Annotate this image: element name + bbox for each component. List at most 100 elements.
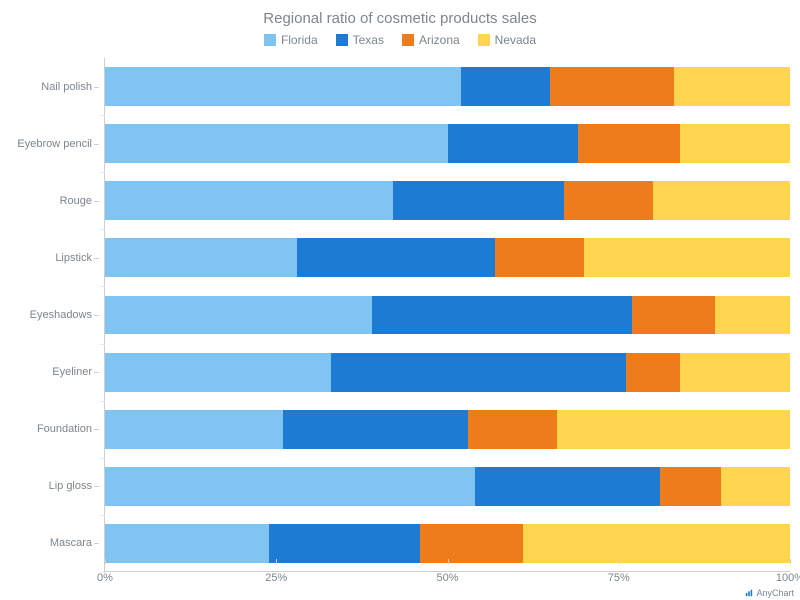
x-tick (619, 559, 620, 564)
x-tick (448, 559, 449, 564)
bar-segment[interactable] (105, 296, 372, 335)
bar-segment[interactable] (105, 124, 448, 163)
bar-segment[interactable] (331, 353, 626, 392)
bar-segment[interactable] (557, 410, 790, 449)
bar-segment[interactable] (372, 296, 632, 335)
y-tick-minor (100, 115, 105, 116)
y-tick-minor (100, 172, 105, 173)
x-axis: 0%25%50%75%100% (105, 572, 790, 584)
chart-container: Regional ratio of cosmetic products sale… (0, 0, 800, 600)
legend-item[interactable]: Nevada (478, 33, 536, 47)
bar-segment[interactable] (721, 467, 790, 506)
bar-segment[interactable] (105, 410, 283, 449)
bar-segment[interactable] (468, 410, 557, 449)
bar-row (105, 124, 790, 163)
chart-title: Regional ratio of cosmetic products sale… (0, 0, 800, 27)
bar-segment[interactable] (626, 353, 681, 392)
bar-segment[interactable] (105, 524, 269, 563)
bar-segment[interactable] (578, 124, 681, 163)
chart-legend: Florida Texas Arizona Nevada (0, 33, 800, 47)
y-tick (94, 543, 99, 544)
bar-row (105, 524, 790, 563)
legend-item[interactable]: Texas (336, 33, 384, 47)
bar-segment[interactable] (660, 467, 722, 506)
bar-segment[interactable] (393, 181, 564, 220)
bar-segment[interactable] (105, 238, 297, 277)
y-tick-minor (100, 515, 105, 516)
bar-segment[interactable] (283, 410, 468, 449)
y-axis-label: Eyeshadows (30, 309, 92, 321)
bar-segment[interactable] (448, 124, 578, 163)
y-axis-label: Lip gloss (49, 480, 92, 492)
bar-segment[interactable] (105, 181, 393, 220)
legend-swatch (336, 34, 348, 46)
x-axis-label: 25% (265, 572, 287, 584)
bar-segment[interactable] (680, 353, 790, 392)
y-tick (94, 429, 99, 430)
bar-segment[interactable] (680, 124, 790, 163)
legend-item[interactable]: Florida (264, 33, 318, 47)
x-tick (276, 559, 277, 564)
bar-row (105, 410, 790, 449)
y-tick (94, 144, 99, 145)
y-tick (94, 201, 99, 202)
bar-segment[interactable] (495, 238, 584, 277)
bar-segment[interactable] (105, 353, 331, 392)
chart-credit[interactable]: AnyChart (745, 588, 794, 598)
y-axis-label: Eyebrow pencil (17, 138, 92, 150)
bar-segment[interactable] (269, 524, 420, 563)
legend-swatch (264, 34, 276, 46)
y-axis-label: Nail polish (41, 81, 92, 93)
legend-label: Florida (281, 33, 318, 47)
bar-segment[interactable] (584, 238, 790, 277)
bar-segment[interactable] (653, 181, 790, 220)
legend-label: Nevada (495, 33, 536, 47)
y-axis-label: Foundation (37, 423, 92, 435)
x-axis-label: 75% (608, 572, 630, 584)
legend-swatch (478, 34, 490, 46)
plot-area (105, 58, 790, 572)
legend-swatch (402, 34, 414, 46)
y-tick-minor (100, 344, 105, 345)
bar-segment[interactable] (715, 296, 790, 335)
y-axis-label: Rouge (60, 195, 92, 207)
y-axis-label: Eyeliner (52, 366, 92, 378)
y-tick-minor (100, 458, 105, 459)
y-axis-label: Lipstick (55, 252, 92, 264)
bar-row (105, 238, 790, 277)
y-tick (94, 87, 99, 88)
legend-label: Arizona (419, 33, 460, 47)
bar-segment[interactable] (523, 524, 790, 563)
bar-row (105, 353, 790, 392)
x-tick (790, 559, 791, 564)
x-axis-label: 0% (97, 572, 113, 584)
anychart-logo-icon (745, 589, 753, 597)
y-tick-minor (100, 286, 105, 287)
legend-label: Texas (353, 33, 384, 47)
legend-item[interactable]: Arizona (402, 33, 460, 47)
x-tick (105, 559, 106, 564)
x-axis-label: 100% (776, 572, 800, 584)
bar-segment[interactable] (475, 467, 660, 506)
bar-segment[interactable] (461, 67, 550, 106)
y-tick-minor (100, 401, 105, 402)
bar-segment[interactable] (632, 296, 714, 335)
bar-segment[interactable] (550, 67, 673, 106)
bar-row (105, 296, 790, 335)
x-axis-label: 50% (436, 572, 458, 584)
bar-row (105, 67, 790, 106)
y-tick (94, 486, 99, 487)
bar-row (105, 181, 790, 220)
y-tick-minor (100, 229, 105, 230)
y-axis-label: Mascara (50, 537, 92, 549)
bar-segment[interactable] (674, 67, 790, 106)
credit-text: AnyChart (756, 588, 794, 598)
bar-segment[interactable] (105, 467, 475, 506)
y-tick (94, 258, 99, 259)
bar-segment[interactable] (420, 524, 523, 563)
y-tick (94, 372, 99, 373)
bar-segment[interactable] (105, 67, 461, 106)
bar-segment[interactable] (297, 238, 496, 277)
y-axis-labels: Nail polish Eyebrow pencil Rouge Lipstick Ey… (0, 58, 100, 572)
bar-segment[interactable] (564, 181, 653, 220)
